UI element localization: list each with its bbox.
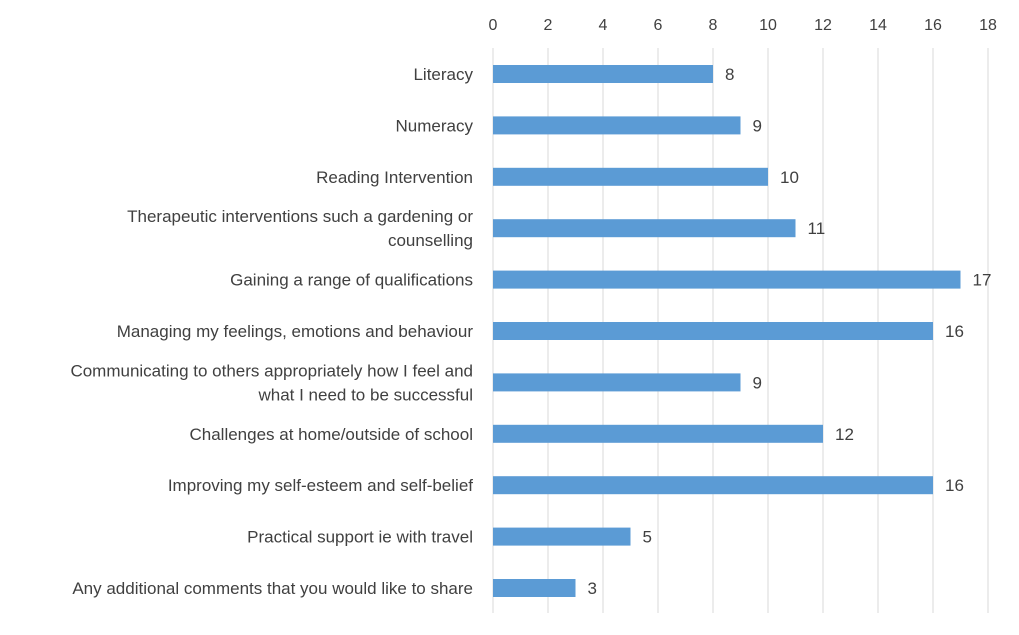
data-label: 17 [973, 271, 992, 290]
bar [493, 65, 713, 83]
category-label: Reading Intervention [316, 168, 473, 187]
category-label: Challenges at home/outside of school [189, 425, 473, 444]
bar [493, 270, 961, 289]
x-tick-label: 4 [599, 17, 608, 34]
category-label: Practical support ie with travel [247, 528, 473, 547]
bars [493, 65, 961, 597]
data-label: 9 [753, 116, 762, 135]
category-label: Improving my self-esteem and self-belief [168, 476, 473, 495]
x-tick-label: 2 [544, 17, 553, 34]
category-labels: Literacy Numeracy Reading Intervention Ther… [70, 65, 473, 598]
data-label: 10 [780, 168, 799, 187]
bar [493, 322, 933, 340]
category-label: Any additional comments that you would l… [72, 579, 473, 598]
bar [493, 116, 741, 135]
bar [493, 219, 796, 238]
x-axis-tick-labels: 0 2 4 6 8 10 12 14 16 18 [489, 17, 997, 34]
category-label: Gaining a range of qualifications [230, 271, 473, 290]
bar [493, 373, 741, 392]
data-label: 16 [945, 322, 964, 341]
x-tick-label: 18 [979, 17, 997, 34]
bar [493, 476, 933, 495]
data-label: 12 [835, 425, 854, 444]
category-label: Numeracy [396, 116, 474, 135]
x-tick-label: 0 [489, 17, 498, 34]
category-label: Literacy [413, 65, 473, 84]
data-label: 11 [808, 219, 826, 238]
x-tick-label: 14 [869, 17, 887, 34]
data-labels: 8 9 10 11 17 16 9 12 16 5 3 [588, 65, 992, 598]
bar [493, 424, 823, 443]
bar [493, 167, 768, 186]
category-label: Managing my feelings, emotions and behav… [117, 322, 474, 341]
category-label: counselling [388, 231, 473, 250]
bar [493, 579, 576, 597]
x-tick-label: 10 [759, 17, 777, 34]
data-label: 9 [753, 373, 762, 392]
category-label: Therapeutic interventions such a gardeni… [127, 207, 473, 226]
x-tick-label: 8 [709, 17, 718, 34]
x-tick-label: 16 [924, 17, 942, 34]
x-tick-label: 12 [814, 17, 832, 34]
data-label: 8 [725, 65, 734, 84]
data-label: 16 [945, 476, 964, 495]
data-label: 5 [643, 528, 652, 547]
bar [493, 527, 631, 546]
data-label: 3 [588, 579, 597, 598]
x-tick-label: 6 [654, 17, 663, 34]
category-label: Communicating to others appropriately ho… [70, 361, 473, 380]
category-label: what I need to be successful [257, 385, 473, 404]
